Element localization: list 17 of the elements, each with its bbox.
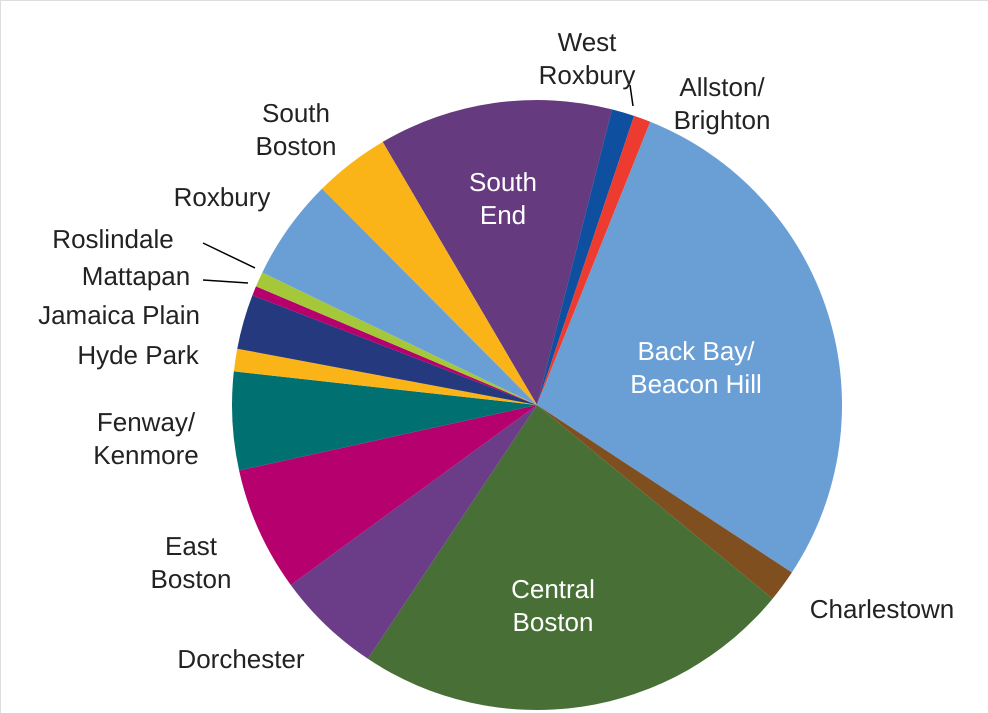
slice-label: Hyde Park bbox=[77, 340, 200, 370]
slice-label: West Roxbury bbox=[538, 27, 636, 90]
pie-slice bbox=[368, 405, 773, 710]
slice-label: South End bbox=[469, 167, 537, 230]
slice-label: Roslindale bbox=[52, 224, 174, 254]
slice-label: Roxbury bbox=[174, 182, 270, 212]
slice-label: East Boston bbox=[150, 531, 232, 594]
slice-label: Mattapan bbox=[82, 261, 190, 291]
slice-label: Fenway/ Kenmore bbox=[93, 407, 199, 470]
slice-label: South Boston bbox=[256, 98, 336, 161]
slice-label: Allston/ Brighton bbox=[674, 72, 770, 135]
pie-slice bbox=[232, 371, 537, 470]
slice-label: Dorchester bbox=[177, 644, 305, 674]
slice-label: Charlestown bbox=[810, 594, 954, 624]
slice-label: Central Boston bbox=[511, 574, 595, 637]
slice-label: Jamaica Plain bbox=[38, 300, 200, 330]
slice-label: Back Bay/ Beacon Hill bbox=[630, 336, 762, 399]
